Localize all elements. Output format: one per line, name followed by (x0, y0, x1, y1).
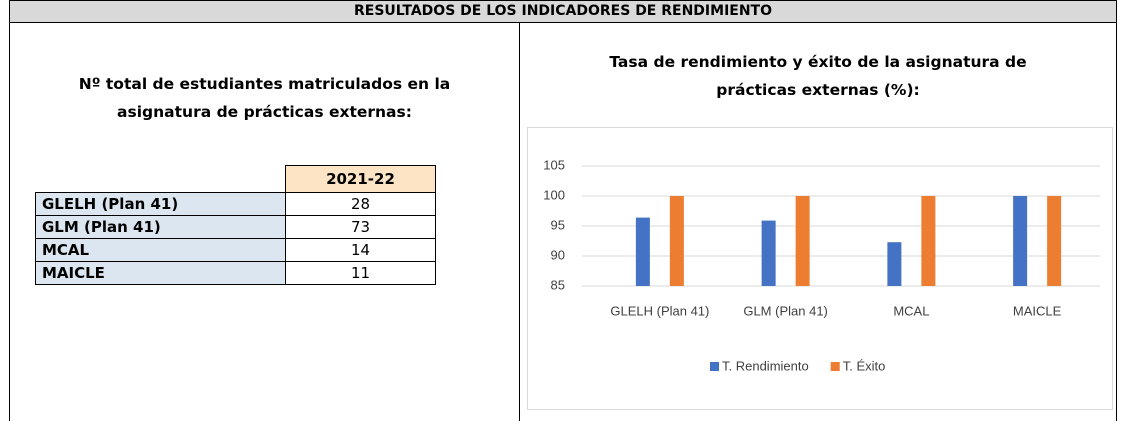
bar (1047, 196, 1062, 286)
bar (921, 196, 936, 286)
title-line: prácticas externas (%): (716, 81, 920, 99)
border (1116, 22, 1117, 421)
enrollment-table: 2021-22 GLELH (Plan 41) 28 GLM (Plan 41) 73… (35, 165, 436, 285)
bar (795, 196, 810, 286)
left-title: Nº total de estudiantes matriculados en … (10, 70, 519, 126)
border (9, 22, 10, 421)
border (519, 22, 520, 421)
y-tick-label: 100 (543, 187, 565, 202)
title-line: asignatura de prácticas externas: (117, 103, 412, 121)
table-row: MCAL 14 (35, 238, 436, 262)
header-title: RESULTADOS DE LOS INDICADORES DE RENDIMI… (9, 0, 1117, 23)
x-tick-label: GLM (Plan 41) (743, 303, 828, 318)
table-header: 2021-22 (285, 165, 436, 193)
table-row: GLM (Plan 41) 73 (35, 215, 436, 239)
bar (635, 217, 650, 286)
title-line: Tasa de rendimiento y éxito de la asigna… (609, 53, 1027, 71)
table-row: GLELH (Plan 41) 28 (35, 192, 436, 216)
label-cell: MCAL (35, 238, 286, 262)
x-tick-label: MCAL (893, 303, 929, 318)
bar (669, 196, 684, 286)
bar (887, 242, 902, 286)
x-tick-label: MAICLE (1013, 303, 1062, 318)
legend-label: T. Rendimiento (722, 358, 809, 373)
y-tick-label: 85 (551, 277, 565, 292)
bar (1013, 196, 1028, 286)
table-row: MAICLE 11 (35, 261, 436, 285)
label-cell: MAICLE (35, 261, 286, 285)
chart-title: Tasa de rendimiento y éxito de la asigna… (520, 48, 1116, 104)
bar (761, 220, 776, 286)
y-tick-label: 95 (551, 217, 565, 232)
value-cell: 11 (285, 261, 436, 285)
x-tick-label: GLELH (Plan 41) (610, 303, 709, 318)
legend-swatch (830, 362, 840, 371)
legend-label: T. Éxito (843, 358, 886, 373)
legend-swatch (710, 362, 719, 371)
y-tick-label: 105 (543, 157, 565, 172)
chart-frame (527, 127, 1113, 410)
label-cell: GLELH (Plan 41) (35, 192, 286, 216)
y-tick-label: 90 (551, 247, 565, 262)
title-line: Nº total de estudiantes matriculados en … (78, 75, 451, 93)
label-cell: GLM (Plan 41) (35, 215, 286, 239)
